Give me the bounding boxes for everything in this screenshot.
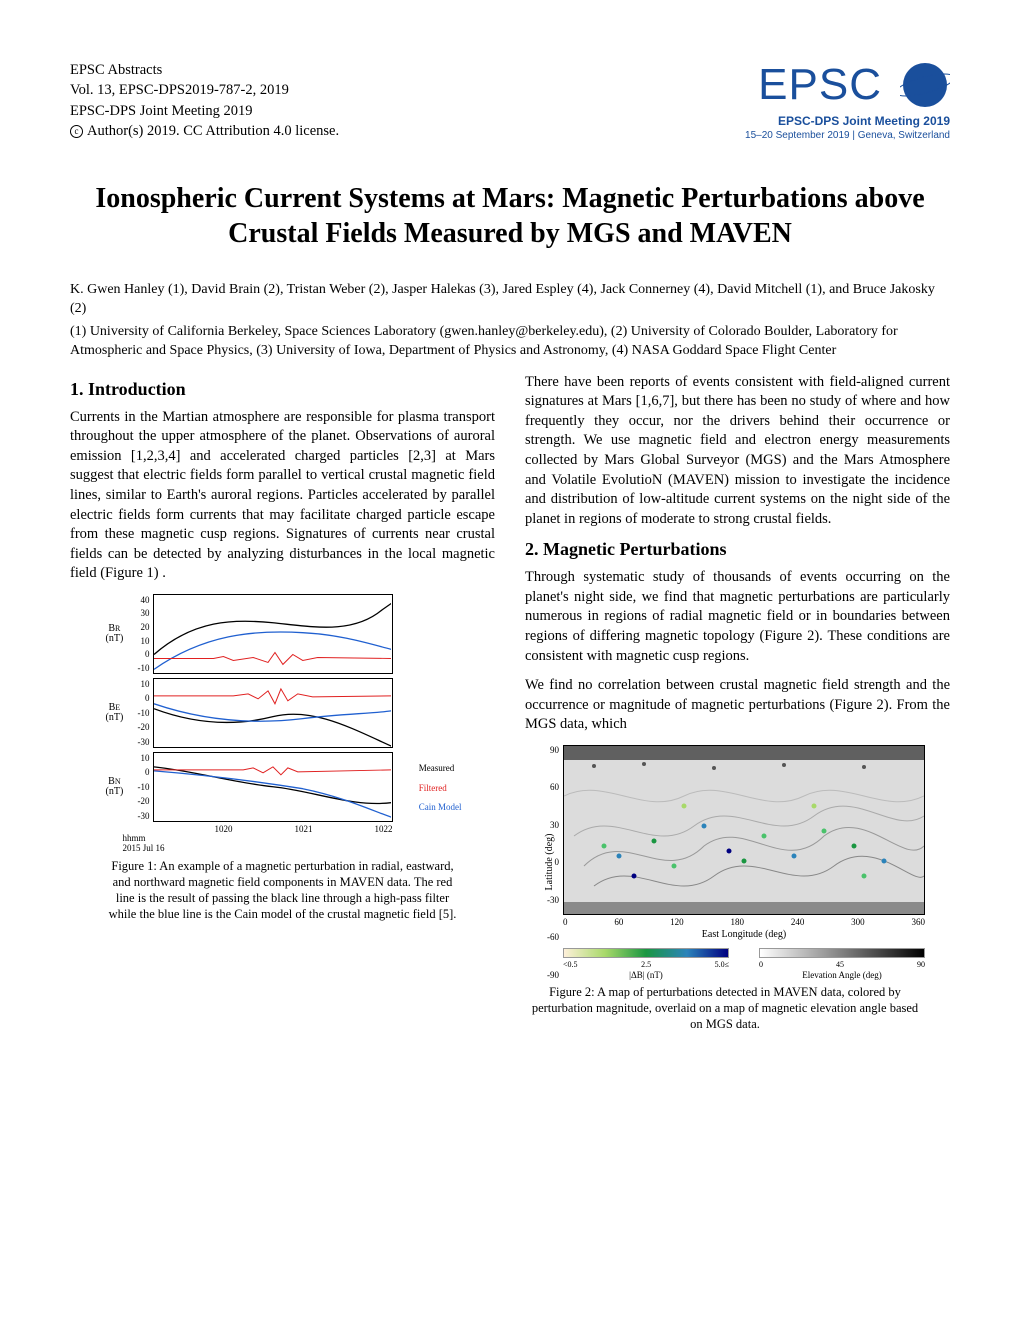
fig1-xtick-2: 1022 — [375, 824, 393, 834]
two-column-body: 1. Introduction Currents in the Martian … — [70, 373, 950, 1033]
fig1-panel-be: BE(nT) 100-10-20-30 — [153, 678, 393, 748]
volume-line: Vol. 13, EPSC-DPS2019-787-2, 2019 — [70, 80, 339, 100]
section-2-heading: 2. Magnetic Perturbations — [525, 539, 950, 560]
section-1-heading: 1. Introduction — [70, 379, 495, 400]
fig1-xtick-0: 1020 — [215, 824, 233, 834]
cbar2-label: Elevation Angle (deg) — [759, 970, 925, 980]
logo-subtitle: EPSC-DPS Joint Meeting 2019 — [745, 114, 950, 128]
col2-para-2: Through systematic study of thousands of… — [525, 568, 950, 666]
legend-measured: Measured — [419, 759, 462, 779]
copyright-line: c Author(s) 2019. CC Attribution 4.0 lic… — [70, 121, 339, 141]
col2-para-3: We find no correlation between crustal m… — [525, 676, 950, 735]
planet-icon — [900, 60, 950, 110]
fig2-xticks: 060120180240300360 — [563, 917, 925, 927]
fig1-panel-br: BR(nT) 403020100-10 — [153, 594, 393, 674]
legend-cain: Cain Model — [419, 798, 462, 818]
fig1-legend: Measured Filtered Cain Model — [419, 759, 462, 818]
cbar1-label: |ΔB| (nT) — [563, 970, 729, 980]
fig1-bn-ylabel: BN(nT) — [106, 777, 124, 797]
fig1-panel-bn: BN(nT) 100-10-20-30 Measured Filtered Ca… — [153, 752, 393, 822]
abstracts-line: EPSC Abstracts — [70, 60, 339, 80]
fig1-br-yticks: 403020100-10 — [128, 595, 150, 673]
figure-1-caption: Figure 1: An example of a magnetic pertu… — [103, 858, 463, 923]
fig2-yticks: 9060300-30-60-90 — [539, 745, 559, 980]
header-left: EPSC Abstracts Vol. 13, EPSC-DPS2019-787… — [70, 60, 339, 141]
meeting-line: EPSC-DPS Joint Meeting 2019 — [70, 101, 339, 121]
header-row: EPSC Abstracts Vol. 13, EPSC-DPS2019-787… — [70, 60, 950, 141]
legend-filtered: Filtered — [419, 779, 462, 799]
fig1-be-ylabel: BE(nT) — [106, 703, 124, 723]
figure-2: Latitude (deg) 9060300-30-60-90 — [525, 745, 925, 1033]
epsc-logo-text: EPSC — [758, 63, 882, 107]
cbar-magnitude: <0.52.55.0≤ |ΔB| (nT) — [563, 948, 729, 980]
fig1-xaxis: 1020 1021 1022 — [153, 824, 393, 834]
license-text: Author(s) 2019. CC Attribution 4.0 licen… — [87, 121, 339, 141]
logo-dates: 15–20 September 2019 | Geneva, Switzerla… — [745, 130, 950, 141]
header-right: EPSC EPSC-DPS Joint Meeting 2019 15–20 S… — [745, 60, 950, 141]
paper-title: Ionospheric Current Systems at Mars: Mag… — [70, 181, 950, 251]
copyright-icon: c — [70, 125, 83, 138]
figure-1: BR(nT) 403020100-10 BE(nT) 100-10-20-30 — [103, 594, 463, 923]
fig2-colorbars: <0.52.55.0≤ |ΔB| (nT) 04590 Elevation An… — [563, 948, 925, 980]
intro-paragraph: Currents in the Martian atmosphere are r… — [70, 408, 495, 584]
fig1-bn-yticks: 100-10-20-30 — [128, 753, 150, 821]
figure-2-caption: Figure 2: A map of perturbations detecte… — [525, 984, 925, 1033]
fig1-xtick-1: 1021 — [295, 824, 313, 834]
cbar-elevation: 04590 Elevation Angle (deg) — [759, 948, 925, 980]
fig1-xlabel: hhmm 2015 Jul 16 — [123, 834, 393, 854]
affiliation-list: (1) University of California Berkeley, S… — [70, 323, 950, 361]
author-list: K. Gwen Hanley (1), David Brain (2), Tri… — [70, 281, 950, 319]
fig1-br-ylabel: BR(nT) — [106, 624, 124, 644]
col2-para-1: There have been reports of events consis… — [525, 373, 950, 530]
logo-row: EPSC — [745, 60, 950, 110]
fig2-map — [563, 745, 925, 915]
fig1-be-yticks: 100-10-20-30 — [128, 679, 150, 747]
fig2-xlabel: East Longitude (deg) — [563, 929, 925, 940]
left-column: 1. Introduction Currents in the Martian … — [70, 373, 495, 1033]
right-column: There have been reports of events consis… — [525, 373, 950, 1033]
